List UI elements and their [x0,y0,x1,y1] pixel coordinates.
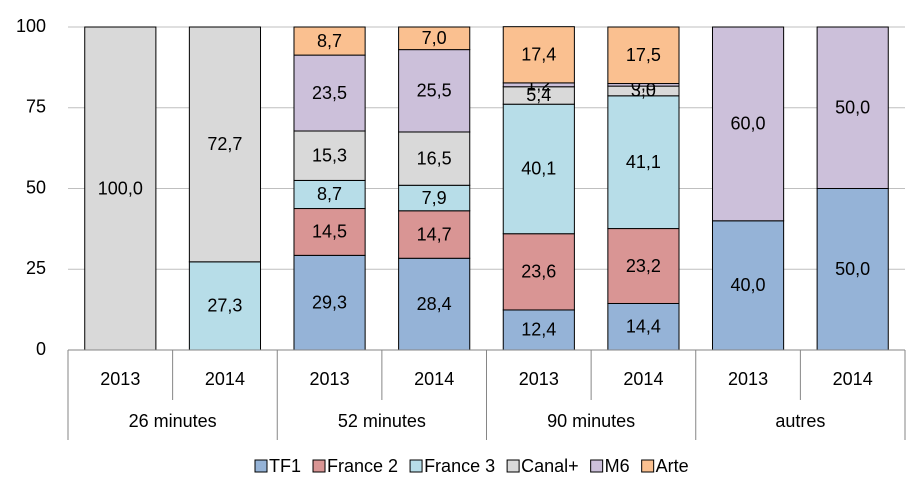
x-tick-label: 2014 [623,369,663,389]
data-label: 7,9 [422,188,447,208]
bar-segment [84,26,157,351]
bar-segment [711,220,785,351]
bar-segment [607,228,680,304]
data-label: 17,5 [626,45,661,65]
legend-label: M6 [605,456,630,476]
bar-segment [502,26,575,84]
group-label: 90 minutes [547,411,635,431]
bar-segment [398,26,471,51]
data-label: 60,0 [731,114,766,134]
data-label: 28,4 [417,294,452,314]
bar-segment [607,95,680,230]
group-label: autres [775,411,825,431]
data-label: 40,0 [731,275,766,295]
data-label: 8,7 [317,31,342,51]
legend-swatch [409,459,423,473]
data-label: 27,3 [207,296,242,316]
data-label: 14,7 [417,224,452,244]
bar-segment [398,257,471,351]
bar-segment [398,131,471,186]
bar-segment [188,26,262,263]
legend-swatch [254,459,268,473]
x-tick-label: 2013 [100,369,140,389]
x-tick-label: 2014 [833,369,873,389]
data-label: 25,5 [417,81,452,101]
data-label: 23,5 [312,83,347,103]
legend-label: France 2 [327,456,398,476]
legend-label: France 3 [424,456,495,476]
legend-swatch [312,459,326,473]
bar-segment [398,184,471,212]
data-label: 17,4 [521,45,556,65]
bar-segment [502,103,575,235]
bar-segment [293,26,366,56]
data-label: 41,1 [626,152,661,172]
data-label: 8,7 [317,184,342,204]
data-label: 23,2 [626,256,661,276]
data-label: 50,0 [835,98,870,118]
x-tick-label: 2014 [205,369,245,389]
data-label: 23,6 [521,262,556,282]
data-label: 50,0 [835,259,870,279]
group-label: 52 minutes [338,411,426,431]
x-tick-label: 2014 [414,369,454,389]
data-label: 16,5 [417,148,452,168]
data-label: 5,4 [526,85,551,105]
y-tick-label: 75 [26,97,46,117]
x-tick-label: 2013 [728,369,768,389]
data-label: 12,4 [521,320,556,340]
y-tick-label: 25 [26,258,46,278]
data-label: 29,3 [312,292,347,312]
legend-label: Arte [656,456,689,476]
data-label: 15,3 [312,145,347,165]
legend-swatch [641,459,655,473]
bar-segment [293,130,366,181]
bar-segment [816,188,889,351]
bar-segment [293,54,366,132]
legend-swatch [590,459,604,473]
y-tick-label: 50 [26,177,46,197]
data-label: 7,0 [422,28,447,48]
data-label: 72,7 [207,134,242,154]
bar-segment [398,49,471,133]
data-label: 14,4 [626,316,661,336]
legend-swatch [506,459,520,473]
data-label: 100,0 [98,178,143,198]
legend-label: Canal+ [521,456,579,476]
x-tick-label: 2013 [519,369,559,389]
bar-segment [711,26,785,222]
group-label: 26 minutes [129,411,217,431]
data-label: 14,5 [312,222,347,242]
bar-segment [816,26,889,189]
legend-label: TF1 [269,456,301,476]
bar-segment [607,302,680,351]
bar-segment [607,26,680,85]
y-tick-label: 0 [36,339,46,359]
y-tick-label: 100 [16,16,46,36]
data-label: 40,1 [521,159,556,179]
x-tick-label: 2013 [310,369,350,389]
